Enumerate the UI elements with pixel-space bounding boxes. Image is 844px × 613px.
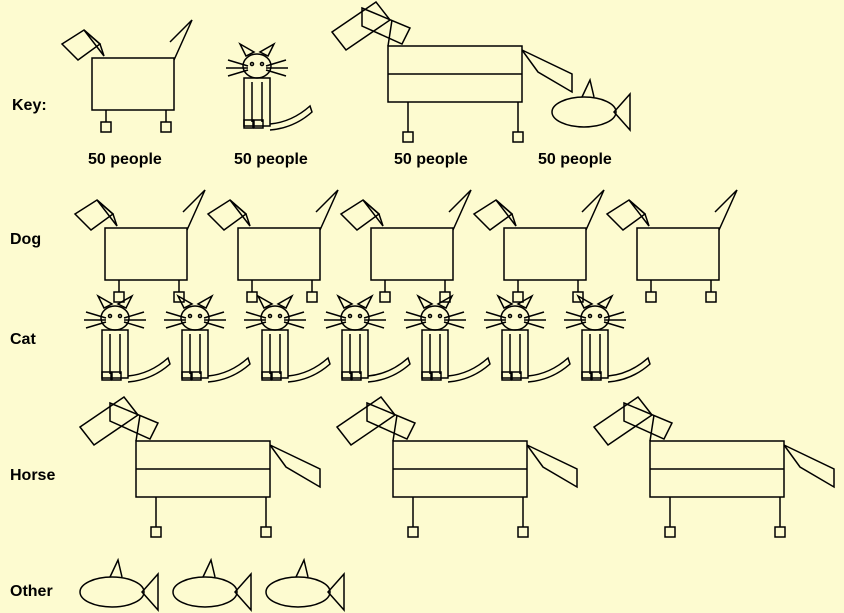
- category-label-dog: Dog: [10, 231, 41, 248]
- dog-dog-icon: [74, 189, 206, 303]
- key-caption-cat: 50 people: [234, 151, 308, 168]
- category-label-horse: Horse: [10, 467, 55, 484]
- key-caption-horse: 50 people: [394, 151, 468, 168]
- key-horse-icon: [331, 1, 573, 143]
- horse-horse-icon: [593, 396, 835, 538]
- pictograph-rows: [74, 189, 835, 611]
- key-caption-fish: 50 people: [538, 151, 612, 168]
- cat-cat-icon: [483, 295, 571, 383]
- horse-horse-icon: [79, 396, 321, 538]
- cat-cat-icon: [563, 295, 651, 383]
- key-cat-icon: [225, 43, 313, 131]
- key-label: Key:: [12, 97, 47, 114]
- dog-dog-icon: [606, 189, 738, 303]
- category-label-other: Other: [10, 583, 53, 600]
- cat-cat-icon: [83, 295, 171, 383]
- category-label-cat: Cat: [10, 331, 36, 348]
- cat-cat-icon: [163, 295, 251, 383]
- key-dog-icon: [61, 19, 193, 133]
- other-fish-icon: [79, 559, 159, 611]
- cat-cat-icon: [403, 295, 491, 383]
- cat-cat-icon: [243, 295, 331, 383]
- dog-dog-icon: [207, 189, 339, 303]
- cat-cat-icon: [323, 295, 411, 383]
- dog-dog-icon: [340, 189, 472, 303]
- key-caption-dog: 50 people: [88, 151, 162, 168]
- horse-horse-icon: [336, 396, 578, 538]
- dog-dog-icon: [473, 189, 605, 303]
- other-fish-icon: [172, 559, 252, 611]
- other-fish-icon: [265, 559, 345, 611]
